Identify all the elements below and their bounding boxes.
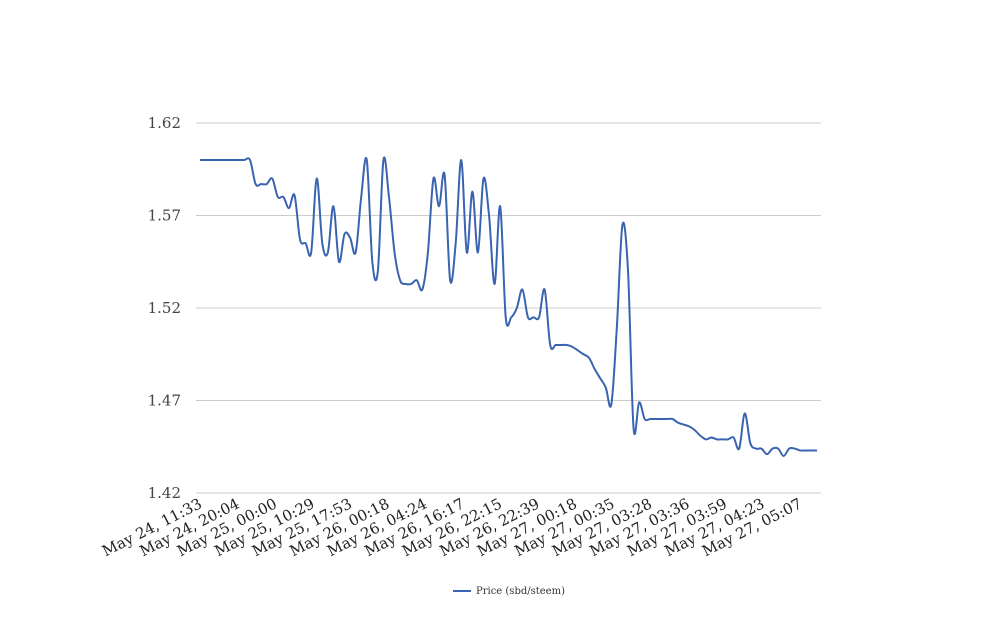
y-tick-label: 1.47: [148, 392, 181, 410]
y-tick-label: 1.62: [148, 114, 181, 132]
y-tick-label: 1.52: [148, 299, 181, 317]
legend-label-price: Price (sbd/steem): [476, 586, 565, 597]
series-lines: [199, 156, 817, 457]
y-axis-tick-labels: 1.42 1.47 1.52 1.57 1.62: [148, 114, 181, 502]
series-line-0: [199, 156, 817, 457]
gridlines: [196, 122, 821, 494]
y-tick-label: 1.42: [148, 484, 181, 502]
y-tick-label: 1.57: [148, 207, 181, 225]
legend: Price (sbd/steem): [453, 586, 565, 597]
